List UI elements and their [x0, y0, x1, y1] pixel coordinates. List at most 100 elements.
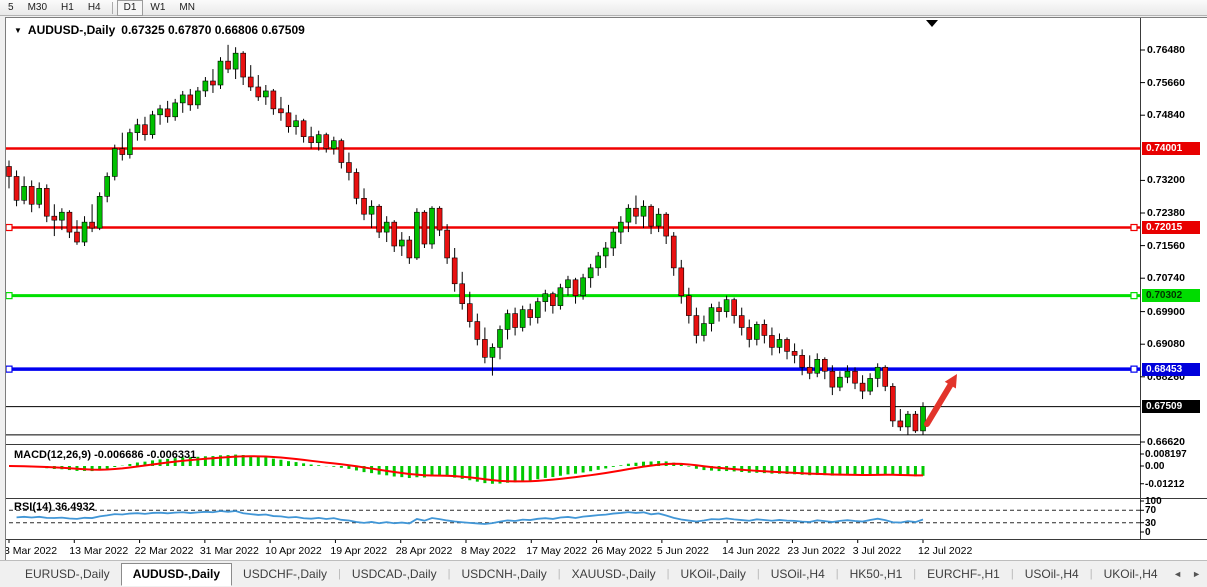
candle [240, 51, 246, 85]
candle [202, 77, 209, 97]
macd-axis--0.01212: -0.01212 [1145, 478, 1185, 490]
candle [421, 210, 428, 248]
timeframe-button-w1[interactable]: W1 [150, 1, 166, 13]
candle [142, 116, 148, 141]
tab-separator: | [557, 568, 561, 580]
candle [633, 195, 639, 225]
candle [406, 236, 413, 264]
chart-window[interactable]: ▼ AUDUSD-,Daily 0.67325 0.67870 0.66806 … [5, 17, 1207, 561]
chevron-down-icon[interactable]: ▼ [14, 25, 22, 35]
date-label: 13 Mar 2022 [69, 545, 128, 557]
candle [323, 132, 330, 153]
candle [791, 343, 798, 364]
date-label: 12 Jul 2022 [918, 545, 972, 557]
timeframe-button-h1[interactable]: H1 [61, 1, 74, 13]
candle [74, 220, 80, 245]
tab-usdchf-daily[interactable]: USDCHF-,Daily [243, 567, 328, 581]
date-label: 5 Jun 2022 [657, 545, 709, 557]
candle [111, 144, 118, 181]
rsi-line [16, 510, 924, 525]
candle [731, 297, 737, 324]
timeframe-button-d1[interactable]: D1 [116, 0, 144, 16]
candle [293, 114, 299, 135]
candle [882, 365, 889, 392]
tab-usdcnh-daily[interactable]: USDCNH-,Daily [461, 567, 547, 581]
candle [867, 373, 873, 396]
candle [678, 259, 685, 304]
tab-scroll-left-icon[interactable]: ◄ [1173, 569, 1183, 579]
macd-signal-line [8, 455, 924, 483]
tab-separator: | [1089, 568, 1093, 580]
candle [21, 176, 27, 205]
price-tick-0.72380: 0.72380 [1147, 207, 1185, 219]
candle [247, 65, 254, 91]
candle [179, 90, 186, 113]
date-label: 26 May 2022 [592, 545, 653, 557]
candle [398, 232, 405, 256]
candle [225, 44, 231, 74]
candle [557, 283, 564, 310]
hline-0.72015[interactable] [6, 223, 1140, 232]
candle [595, 251, 601, 276]
candle [13, 170, 20, 207]
timeframe-button-h4[interactable]: H4 [87, 1, 101, 13]
candle [648, 204, 654, 235]
timeframe-button-5[interactable]: 5 [8, 1, 14, 13]
timeframe-button-m30[interactable]: M30 [27, 1, 48, 13]
tab-usoil-h4[interactable]: USOil-,H4 [1024, 567, 1079, 581]
rsi-axis-0: 0 [1145, 527, 1151, 538]
candle [534, 297, 541, 324]
candle [784, 337, 790, 360]
candle [844, 365, 851, 384]
candle [459, 271, 466, 310]
candle [104, 172, 110, 203]
macd-label: MACD(12,26,9) -0.006686 -0.006331 [14, 449, 197, 461]
candle [640, 200, 647, 229]
price-tick-0.66620: 0.66620 [1147, 436, 1185, 448]
candle [346, 152, 352, 181]
tab-usoil-h4[interactable]: USOil-,H4 [770, 567, 825, 581]
price-flag-0.74001: 0.74001 [1142, 142, 1200, 156]
candle [444, 224, 450, 264]
candle [708, 303, 715, 332]
candle [874, 363, 881, 388]
tab-ukoil-daily[interactable]: UKOil-,Daily [680, 567, 746, 581]
hline-0.68453[interactable] [6, 365, 1140, 373]
price-flag-0.70302: 0.70302 [1142, 289, 1200, 303]
tab-audusd-daily[interactable]: AUDUSD-,Daily [120, 563, 233, 586]
date-label: 14 Jun 2022 [722, 545, 780, 557]
candle [59, 208, 65, 231]
candle [66, 210, 73, 239]
tab-eurchf-h1[interactable]: EURCHF-,H1 [927, 567, 1000, 581]
candle [889, 383, 896, 427]
candle [618, 216, 624, 245]
tab-scroll-right-icon[interactable]: ► [1192, 569, 1201, 579]
tab-separator: | [338, 568, 341, 580]
buy-signal-arrow[interactable] [924, 374, 957, 427]
price-tick-0.69080: 0.69080 [1147, 338, 1185, 351]
chart-shift-marker-icon[interactable] [926, 20, 938, 27]
price-chart-canvas[interactable]: 3 Mar 2022 13 Mar 2022 22 Mar 2022 31 Mar 2… [6, 18, 1207, 560]
tab-eurusd-daily[interactable]: EURUSD-,Daily [25, 567, 110, 581]
candle [285, 104, 292, 133]
macd-axis-0.00: 0.00 [1145, 461, 1165, 472]
candle [300, 118, 307, 143]
candle [263, 84, 269, 105]
date-label: 28 Apr 2022 [396, 545, 453, 557]
tab-ukoil-h4[interactable]: UKOil-,H4 [1103, 567, 1158, 581]
date-label: 17 May 2022 [526, 545, 587, 557]
candle [338, 138, 345, 169]
tab-separator: | [1010, 568, 1014, 580]
rsi-axis-30: 30 [1145, 517, 1157, 529]
candle [315, 130, 322, 151]
candle [610, 228, 617, 256]
tab-xauusd-daily[interactable]: XAUUSD-,Daily [571, 567, 656, 581]
candle [81, 216, 88, 247]
tab-usdcad-daily[interactable]: USDCAD-,Daily [351, 567, 437, 581]
timeframe-button-mn[interactable]: MN [179, 1, 195, 13]
candle [36, 182, 43, 209]
tab-hk50-h1[interactable]: HK50-,H1 [849, 567, 903, 581]
rsi-axis-100: 100 [1145, 496, 1162, 507]
tab-separator: | [913, 568, 917, 580]
date-label: 22 Mar 2022 [135, 545, 194, 557]
